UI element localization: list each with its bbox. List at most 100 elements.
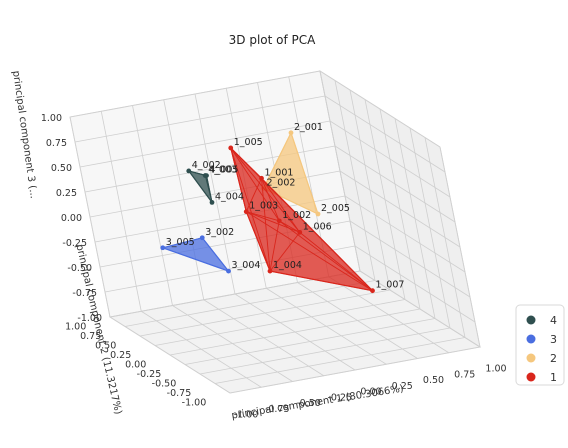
series-edge-1 xyxy=(278,220,373,292)
y-tick-label: 0.00 xyxy=(125,359,146,370)
series-edge-1 xyxy=(246,211,300,233)
grid-line xyxy=(79,120,331,168)
series-edge-1 xyxy=(230,147,301,233)
point-label: 1_003 xyxy=(249,201,278,212)
x-tick-label: -0.25 xyxy=(327,392,352,403)
point-label: 1_004 xyxy=(273,260,302,271)
point-label: 1_005 xyxy=(234,137,263,148)
y-tick-label: -0.25 xyxy=(137,369,162,380)
data-point xyxy=(160,245,166,251)
grid-line xyxy=(328,276,449,354)
point-label: 2_001 xyxy=(294,122,323,133)
data-point xyxy=(259,175,264,181)
series-edge-1 xyxy=(245,211,271,272)
point-label: 1_001 xyxy=(265,167,294,178)
x-tick-label: -0.50 xyxy=(296,398,321,409)
grid-line xyxy=(297,282,418,359)
grid-line xyxy=(359,270,481,348)
grid-line xyxy=(319,70,361,272)
data-point xyxy=(228,145,234,151)
point-label: 2_005 xyxy=(321,203,350,214)
z-axis-label: principal component 3 (... xyxy=(10,70,39,199)
series-edge-1 xyxy=(246,211,373,292)
grid-line xyxy=(154,299,406,346)
chart-title: 3D plot of PCA xyxy=(229,33,316,47)
z-tick-label: 1.00 xyxy=(41,113,62,124)
y-tick-label: -1.00 xyxy=(182,397,207,408)
z-tick-label: -1.00 xyxy=(77,313,102,324)
series-edge-1 xyxy=(245,178,262,212)
series-edge-2 xyxy=(263,132,292,189)
grid-line xyxy=(169,308,421,356)
point-label: 4_005 xyxy=(210,165,239,176)
legend-marker xyxy=(526,315,536,325)
z-tick-label: 0.75 xyxy=(46,138,67,149)
z-tick-label: -0.75 xyxy=(72,288,97,299)
point-label: 3_004 xyxy=(232,260,261,271)
point-label: 2_002 xyxy=(267,177,296,188)
grid-line xyxy=(324,95,446,173)
series-edge-1 xyxy=(261,177,373,292)
z-tick-label: -0.25 xyxy=(62,238,87,249)
series-edge-1 xyxy=(230,147,247,212)
data-point xyxy=(370,288,375,294)
series-edge-4 xyxy=(206,175,213,203)
data-point xyxy=(315,211,321,217)
grid-line xyxy=(334,145,456,223)
series-edge-3 xyxy=(162,237,203,249)
data-point xyxy=(288,130,294,136)
point-label: 3_002 xyxy=(205,227,234,238)
point-label: 3_005 xyxy=(166,237,195,248)
x-tick-label: -1.00 xyxy=(234,410,259,421)
legend: 4 3 2 1 xyxy=(515,304,565,386)
series-edge-3 xyxy=(162,247,229,272)
series-edge-1 xyxy=(246,211,280,222)
legend-label: 1 xyxy=(550,371,557,384)
data-point xyxy=(276,218,282,224)
point-label: 4_004 xyxy=(215,191,244,202)
series-edge-1 xyxy=(269,232,301,272)
point-label: 1_002 xyxy=(282,210,311,221)
z-tick-label: 0.00 xyxy=(61,213,82,224)
y-tick-label: -0.75 xyxy=(167,388,192,399)
series-edge-1 xyxy=(261,178,271,272)
series-edge-1 xyxy=(299,231,373,292)
legend-box xyxy=(515,304,565,386)
point-label: 1_007 xyxy=(376,280,405,291)
x-tick-label: 0.75 xyxy=(454,369,475,380)
grid-line xyxy=(339,170,461,248)
grid-line xyxy=(349,89,391,291)
z-tick-label: 0.25 xyxy=(56,188,77,199)
grid-line xyxy=(74,95,326,143)
grid-line xyxy=(334,80,376,281)
grid-line xyxy=(139,289,391,337)
series-edge-1 xyxy=(261,178,280,222)
x-tick-label: 0.50 xyxy=(423,375,444,386)
point-label: 4_002 xyxy=(192,160,221,171)
grid-line xyxy=(69,70,321,118)
series-edge-3 xyxy=(201,237,229,272)
series-edge-1 xyxy=(230,147,262,179)
y-tick-label: 0.25 xyxy=(110,350,131,361)
x-tick-label: 1.00 xyxy=(485,364,506,375)
point-label: 1_006 xyxy=(303,221,332,232)
grid-line xyxy=(329,120,451,198)
data-point xyxy=(267,268,273,274)
z-tick-label: 0.50 xyxy=(51,163,72,174)
data-point xyxy=(204,173,209,179)
y-tick-label: -0.50 xyxy=(152,378,177,389)
data-point xyxy=(209,200,215,205)
grid-line xyxy=(364,99,406,300)
legend-marker xyxy=(526,334,536,344)
grid-line xyxy=(124,280,376,327)
series-edge-1 xyxy=(261,178,301,233)
data-point xyxy=(226,268,231,274)
grid-line xyxy=(266,287,387,365)
y-tick-label: 0.75 xyxy=(80,331,101,342)
series-edge-4 xyxy=(188,170,213,203)
tick-labels: -1.00-0.75-0.50-0.250.000.250.500.751.00… xyxy=(41,113,507,421)
series-edge-1 xyxy=(230,147,271,272)
legend-marker xyxy=(526,353,536,363)
series-edge-1 xyxy=(230,147,280,222)
